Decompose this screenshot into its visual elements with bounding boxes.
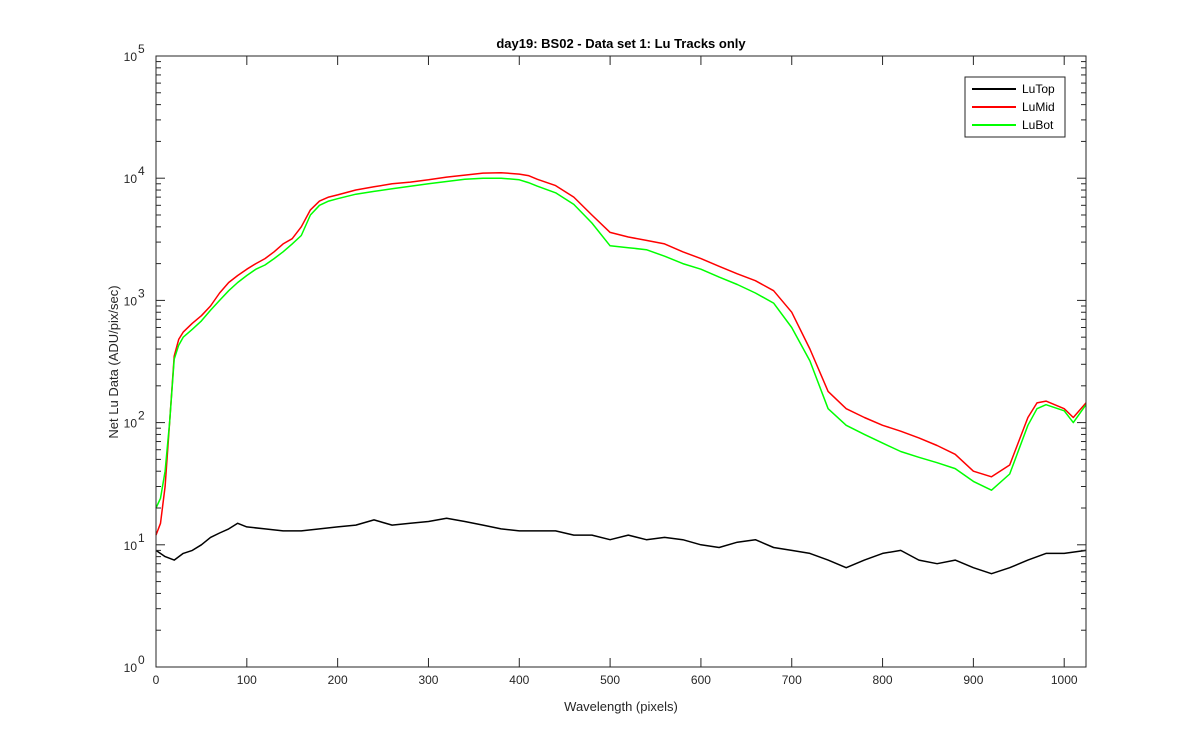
y-tick-label: 10 bbox=[124, 50, 138, 64]
legend: LuTop LuMid LuBot bbox=[964, 76, 1066, 138]
legend-label-lumid: LuMid bbox=[1022, 100, 1055, 114]
x-tick-label: 400 bbox=[509, 673, 529, 687]
x-tick-label: 100 bbox=[237, 673, 257, 687]
y-tick-label: 10 bbox=[124, 661, 138, 675]
y-tick-exponent: 2 bbox=[138, 409, 145, 423]
legend-label-lutop: LuTop bbox=[1022, 82, 1055, 96]
x-tick-label: 700 bbox=[782, 673, 802, 687]
y-tick-label: 10 bbox=[124, 294, 138, 308]
chart-title: day19: BS02 - Data set 1: Lu Tracks only bbox=[496, 36, 746, 51]
x-tick-label: 900 bbox=[963, 673, 983, 687]
y-tick-exponent: 1 bbox=[138, 531, 145, 545]
legend-label-lubot: LuBot bbox=[1022, 118, 1054, 132]
x-tick-label: 0 bbox=[153, 673, 160, 687]
y-tick-exponent: 3 bbox=[138, 286, 145, 300]
y-tick-exponent: 0 bbox=[138, 653, 145, 667]
series-line-lumid bbox=[155, 171, 1087, 536]
plot-area bbox=[156, 56, 1086, 667]
y-tick-label: 10 bbox=[124, 539, 138, 553]
y-tick-label: 10 bbox=[124, 417, 138, 431]
plot-frame bbox=[155, 55, 1087, 668]
y-tick-label: 10 bbox=[124, 172, 138, 186]
series-line-lubot bbox=[155, 177, 1087, 509]
ticks-layer: 0 100 200 300 400 500 600 700 800 900 100010010110… bbox=[124, 42, 1086, 687]
x-tick-label: 300 bbox=[418, 673, 438, 687]
x-tick-label: 200 bbox=[328, 673, 348, 687]
series-layer bbox=[155, 171, 1087, 575]
x-tick-label: 600 bbox=[691, 673, 711, 687]
y-tick-exponent: 4 bbox=[138, 164, 145, 178]
x-tick-label: 800 bbox=[873, 673, 893, 687]
x-tick-label: 1000 bbox=[1051, 673, 1078, 687]
y-tick-exponent: 5 bbox=[138, 42, 145, 56]
y-axis-title: Net Lu Data (ADU/pix/sec) bbox=[106, 285, 121, 438]
x-axis-title: Wavelength (pixels) bbox=[564, 699, 678, 714]
series-line-lutop bbox=[155, 517, 1087, 575]
x-tick-label: 500 bbox=[600, 673, 620, 687]
